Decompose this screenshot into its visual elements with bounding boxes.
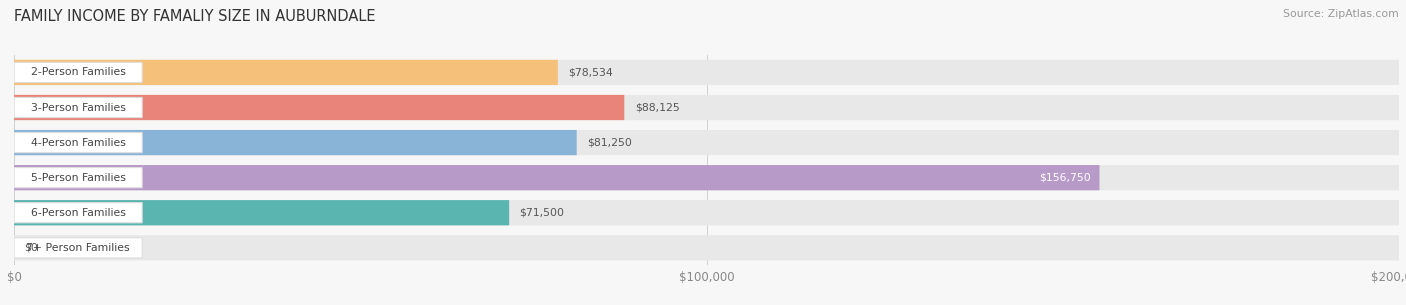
Text: $71,500: $71,500 — [520, 208, 565, 218]
Text: $156,750: $156,750 — [1039, 173, 1091, 183]
Text: Source: ZipAtlas.com: Source: ZipAtlas.com — [1284, 9, 1399, 19]
FancyBboxPatch shape — [14, 95, 1399, 120]
Text: $88,125: $88,125 — [634, 102, 679, 113]
Text: 6-Person Families: 6-Person Families — [31, 208, 125, 218]
Text: $0: $0 — [24, 243, 38, 253]
FancyBboxPatch shape — [14, 132, 142, 153]
FancyBboxPatch shape — [14, 95, 624, 120]
FancyBboxPatch shape — [14, 62, 142, 83]
Text: 2-Person Families: 2-Person Families — [31, 67, 125, 77]
Text: FAMILY INCOME BY FAMALIY SIZE IN AUBURNDALE: FAMILY INCOME BY FAMALIY SIZE IN AUBURND… — [14, 9, 375, 24]
FancyBboxPatch shape — [14, 203, 142, 223]
Text: $81,250: $81,250 — [588, 138, 631, 148]
FancyBboxPatch shape — [14, 130, 576, 155]
FancyBboxPatch shape — [14, 200, 1399, 225]
FancyBboxPatch shape — [14, 167, 142, 188]
FancyBboxPatch shape — [14, 60, 558, 85]
Text: 3-Person Families: 3-Person Families — [31, 102, 125, 113]
Text: $78,534: $78,534 — [568, 67, 613, 77]
FancyBboxPatch shape — [14, 200, 509, 225]
Text: 4-Person Families: 4-Person Families — [31, 138, 125, 148]
Text: 5-Person Families: 5-Person Families — [31, 173, 125, 183]
FancyBboxPatch shape — [14, 130, 1399, 155]
FancyBboxPatch shape — [14, 235, 1399, 260]
FancyBboxPatch shape — [14, 97, 142, 118]
FancyBboxPatch shape — [14, 165, 1399, 190]
FancyBboxPatch shape — [14, 60, 1399, 85]
Text: 7+ Person Families: 7+ Person Families — [27, 243, 129, 253]
FancyBboxPatch shape — [14, 165, 1099, 190]
FancyBboxPatch shape — [14, 238, 142, 258]
